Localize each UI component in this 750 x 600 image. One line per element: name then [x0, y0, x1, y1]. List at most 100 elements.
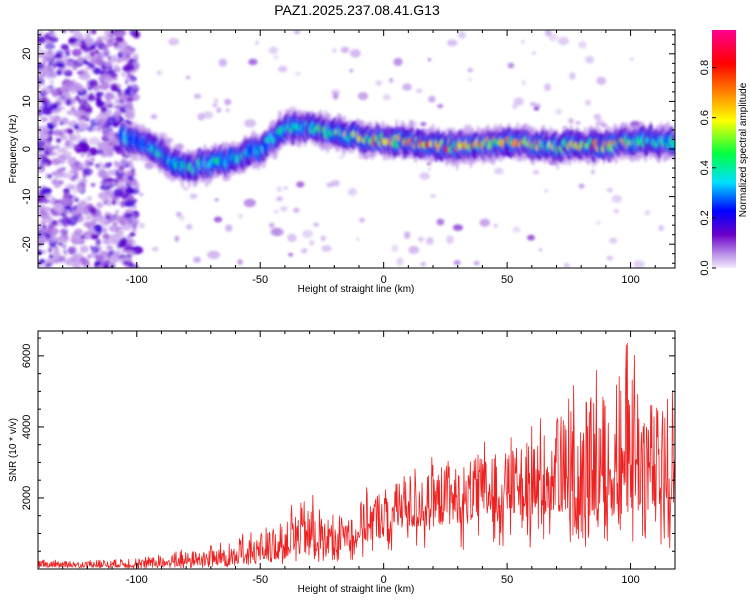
spectrogram-noise-blob: [347, 187, 358, 196]
spectrogram-noise-blob: [120, 192, 129, 199]
spectrogram-noise-blob: [436, 218, 445, 226]
snr-series-line: [38, 342, 675, 569]
spectrogram-noise-blob: [115, 249, 122, 257]
spectrogram-noise-blob: [38, 97, 41, 102]
spectrogram-noise-blob: [213, 216, 223, 223]
spectrogram-noise-blob: [332, 48, 337, 53]
spectrogram-noise-blob: [85, 215, 91, 221]
spectrogram-noise-blob: [62, 93, 66, 97]
spectrogram-noise-blob: [96, 202, 104, 209]
spectrogram-noise-blob: [185, 75, 191, 80]
spectrogram-noise-blob: [214, 98, 219, 104]
spectrogram-noise-blob: [92, 210, 97, 215]
spectrogram-noise-blob: [112, 122, 120, 128]
spectrogram-noise-blob: [590, 169, 595, 175]
spectrogram-noise-blob: [72, 177, 77, 181]
x-tick-label: 50: [501, 274, 513, 286]
spectrogram-noise-blob: [59, 121, 64, 126]
spectrogram-noise-blob: [80, 153, 85, 157]
spectrogram-noise-blob: [104, 61, 113, 67]
spectrogram-noise-blob: [53, 173, 60, 179]
spectrogram-noise-blob: [127, 237, 133, 241]
spectrogram-noise-blob: [57, 97, 64, 103]
spectrogram-noise-blob: [87, 38, 94, 44]
spectrogram-noise-blob: [511, 103, 518, 110]
y-tick-label: 10: [21, 95, 33, 107]
spectrogram-noise-blob: [60, 85, 70, 93]
spectrogram-noise-blob: [43, 263, 51, 268]
spectrogram-noise-blob: [122, 261, 129, 265]
spectrogram-noise-blob: [606, 255, 614, 261]
spectrogram-noise-blob: [115, 87, 121, 93]
snr-x-axis-label: Height of straight line (km): [298, 584, 415, 595]
spectrogram-noise-blob: [178, 214, 185, 221]
spectrogram-noise-blob: [61, 106, 66, 110]
y-tick-label: 0: [21, 146, 33, 152]
spectrogram-noise-blob: [564, 262, 570, 268]
x-tick-label: 0: [381, 574, 387, 586]
spectrogram-noise-blob: [513, 97, 524, 106]
spectrogram-noise-blob: [117, 178, 126, 187]
spectrogram-noise-blob: [105, 91, 113, 100]
spectrogram-noise-blob: [107, 177, 113, 183]
spectrogram-noise-blob: [81, 137, 88, 142]
spectrogram-noise-blob: [197, 112, 205, 121]
spectrogram-noise-blob: [55, 137, 62, 143]
spectrogram-noise-blob: [128, 263, 133, 267]
spectrogram-noise-blob: [332, 92, 339, 100]
spectrogram-noise-blob: [74, 198, 79, 203]
spectrogram-noise-blob: [92, 85, 100, 92]
spectrogram-noise-blob: [38, 249, 43, 256]
spectrogram-noise-blob: [243, 198, 256, 208]
spectrogram-noise-blob: [83, 54, 92, 61]
spectrogram-noise-blob: [595, 220, 602, 225]
spectrogram-noise-blob: [94, 260, 102, 267]
spectrogram-noise-blob: [76, 121, 89, 130]
spectrogram-noise-blob: [202, 111, 214, 119]
spectrogram-noise-blob: [82, 113, 90, 121]
spectrogram-noise-blob: [533, 106, 540, 111]
spectrogram-noise-blob: [119, 99, 124, 104]
spectrogram-noise-blob: [124, 199, 136, 207]
colorbar-label: Normalized spectral amplitude: [738, 82, 749, 217]
spectrogram-noise-blob: [107, 56, 111, 60]
spectrogram-noise-blob: [79, 42, 87, 50]
spectrogram-noise-blob: [101, 227, 108, 234]
spectrogram-noise-blob: [144, 161, 155, 170]
spectrogram-noise-blob: [248, 58, 258, 66]
spectrogram-x-axis-label: Height of straight line (km): [298, 284, 415, 295]
spectrogram-noise-blob: [427, 167, 432, 171]
spectrogram-noise-blob: [114, 98, 122, 104]
spectrogram-noise-blob: [53, 252, 61, 259]
spectrogram-noise-blob: [596, 76, 607, 85]
colorbar-tick-label: 0.0: [699, 260, 711, 275]
spectrogram-noise-blob: [358, 217, 365, 223]
spectrogram-noise-blob: [309, 240, 314, 246]
snr-series: [38, 342, 675, 569]
spectrogram-noise-blob: [216, 107, 222, 113]
spectrogram-noise-blob: [47, 49, 52, 55]
spectrogram-noise-blob: [121, 72, 126, 77]
spectrogram-noise-blob: [101, 49, 111, 58]
spectrogram-noise-blob: [39, 259, 46, 264]
spectrogram-noise-blob: [91, 60, 95, 63]
spectrogram-noise-blob: [43, 134, 49, 140]
spectrogram-noise-blob: [90, 214, 98, 219]
spectrogram-noise-blob: [55, 144, 60, 150]
spectrogram-noise-blob: [430, 194, 436, 199]
spectrogram-noise-blob: [93, 127, 98, 132]
spectrogram-noise-blob: [46, 54, 55, 60]
spectrogram-noise-blob: [97, 141, 108, 150]
spectrogram-noise-blob: [121, 159, 126, 163]
spectrogram-noise-blob: [458, 31, 466, 39]
spectrogram-noise-blob: [99, 250, 110, 258]
spectrogram-noise-blob: [88, 63, 96, 69]
spectrogram-noise-blob: [91, 246, 100, 254]
spectrogram-noise-blob: [105, 235, 109, 240]
spectrogram-noise-blob: [446, 235, 454, 244]
spectrogram-noise-blob: [47, 76, 51, 80]
spectrogram-noise-blob: [611, 195, 622, 203]
spectrogram-noise-blob: [124, 51, 129, 57]
spectrogram-noise-blob: [38, 139, 45, 148]
spectrogram-noise-blob: [103, 78, 108, 83]
